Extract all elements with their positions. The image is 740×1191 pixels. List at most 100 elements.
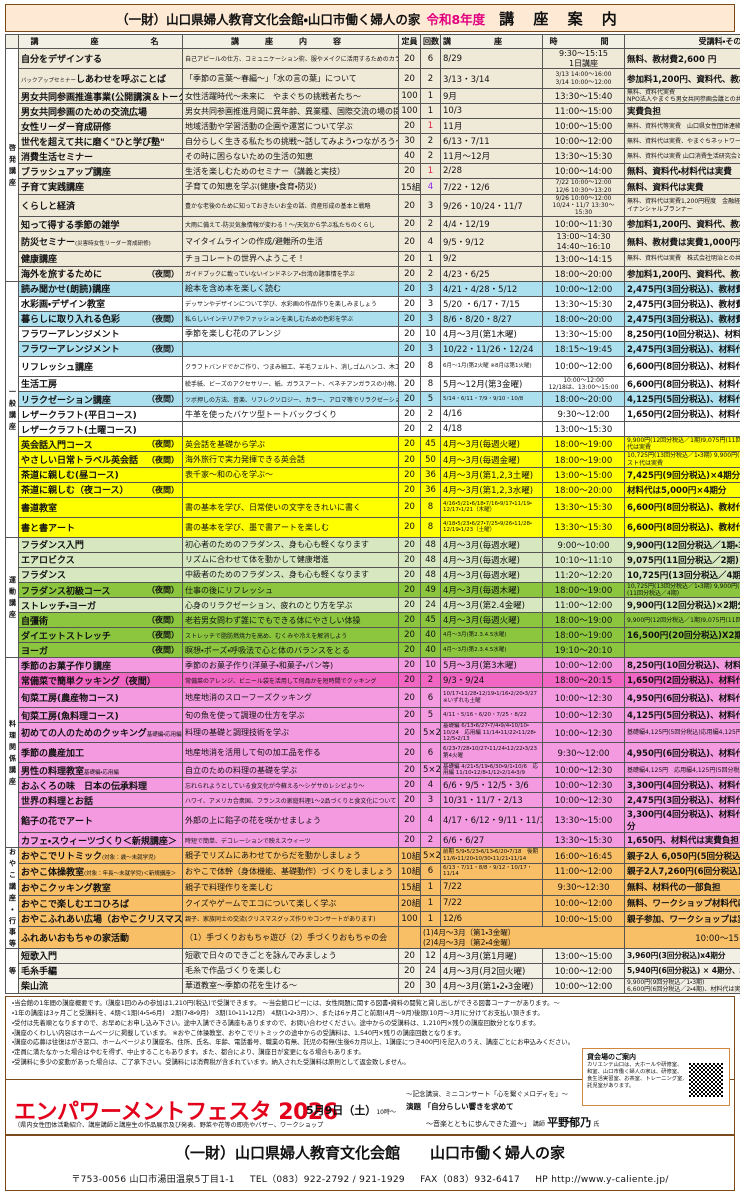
course-time-cell: 10:00～15:00 <box>543 119 625 134</box>
table-row: 世代を超えて共に磨く"ひと学び塾"自分らしく生きる私たちの挑戦～話してみよう・つ… <box>6 134 740 149</box>
course-desc-cell: ハワイ、アメリカ合衆国、フランスの家庭料理1～2品づくりと食文化について <box>183 793 399 808</box>
course-date-cell: 10/17・11/28・12/19・1/16・2/20・3/27 ※いずれも土曜 <box>441 688 543 708</box>
speaker-suffix: 氏 <box>593 1121 599 1128</box>
capacity-cell: 20 <box>399 422 421 437</box>
count-cell: 1 <box>421 104 441 119</box>
course-desc-cell: 子育ての知恵を学ぶ(健康・食育・防災) <box>183 179 399 194</box>
course-fee-cell: 基礎編4,125円(5回分税込)応用編4,125円(5回分税込)材料代は実費 <box>625 723 740 743</box>
course-fee-cell: 6,600円(8回分税込)、教材代は4,000円 <box>625 497 740 517</box>
course-fee-cell: 無料、資料代は実費 山口消費生活研究会との共催 <box>625 149 740 164</box>
course-name-cell: フラダンス <box>19 567 183 582</box>
course-date-cell: (1)4月～3月（第1・3金曜） (2)4月～3月（第2・4金曜） <box>421 927 625 948</box>
capacity-cell: 15組 <box>399 179 421 194</box>
course-date-cell: 2/28 <box>441 164 543 179</box>
course-desc-cell: 初心者のためのフラダンス、身も心も軽くなります <box>183 537 399 552</box>
course-date-cell: 4月～3月(第1・2・3金曜) <box>441 978 543 993</box>
course-date-cell: 9/3・9/24 <box>441 673 543 688</box>
course-desc-cell: 自分らしく生きる私たちの挑戦～話してみよう・つながろう～ <box>183 134 399 149</box>
count-cell: 3 <box>421 194 441 217</box>
capacity-cell: 20 <box>399 341 421 356</box>
course-time-cell: 9:30～15:15 1日講座 <box>543 49 625 69</box>
course-name-cell: 健康講座 <box>19 251 183 266</box>
capacity-cell: 20 <box>399 688 421 708</box>
course-fee-cell: 無料、教材費2,600 円 <box>625 49 740 69</box>
course-fee-cell: 4,125円(5回分税込)、材料代は2,500円 <box>625 392 740 407</box>
page-title: 講 座 案 内 <box>491 8 624 29</box>
count-cell: 1 <box>421 119 441 134</box>
capacity-cell: 30 <box>399 134 421 149</box>
course-fee-cell: 2,475円(3回分税込)、教材費は1,500円 <box>625 311 740 326</box>
course-desc-cell: 女性活躍時代～未来に やまぐちの挑戦者たち～ <box>183 89 399 104</box>
qr-code-icon <box>687 1061 725 1099</box>
course-fee-cell: 1,650円(2回分税込)、材料代は実費 <box>625 673 740 688</box>
course-time-cell: 10:00～12:30 <box>543 778 625 793</box>
course-name-cell: 茶道に親しむ（夜コース）（夜間） <box>19 482 183 497</box>
page-footer: （一財）山口県婦人教育文化会館 山口市働く婦人の家 〒753-0056 山口市湯… <box>5 1135 735 1191</box>
capacity-cell: 20 <box>399 833 421 848</box>
course-date-cell: 4/18 <box>441 422 543 437</box>
note-1: ～当会館ロビーには、女性問題に関する図書・資料の閲覧と貸し出しができる図書コーナ… <box>262 1000 559 1007</box>
count-cell: 8 <box>421 356 441 376</box>
capacity-cell: 20 <box>399 537 421 552</box>
course-date-cell: 6/13・7/11・8/8・9/12・10/17・11/14 <box>441 863 543 879</box>
course-desc-cell: マイタイムラインの作成/避難所の生活 <box>183 232 399 251</box>
count-cell: 1 <box>421 251 441 266</box>
note-4: ・講座のくわしい内容はホームページに掲載しています。 <box>12 1030 170 1037</box>
count-cell: 30 <box>421 978 441 993</box>
capacity-cell: 20 <box>399 326 421 341</box>
capacity-cell: 20 <box>399 217 421 232</box>
course-desc-cell: 海外旅行で実力発揮できる英会話 <box>183 452 399 467</box>
course-time-cell: 11:00～12:00 <box>543 863 625 879</box>
col-count: 回数 <box>421 35 441 49</box>
capacity-cell: 10組 <box>399 848 421 864</box>
course-name-cell: 男女共同参画推進事業(公開講演＆トーク) <box>19 89 183 104</box>
course-fee-cell: 9,900円(12回分税込／1期)9,075円(11回分税込／2・3・4期) <box>625 613 740 628</box>
festa-date-text: 5月9日（土） <box>306 1104 376 1117</box>
course-time-cell: 9:00～10:00 <box>543 537 625 552</box>
course-desc-cell: 常備菜のアレンジ、ビニール袋を活用して何品かを短時間でクッキング <box>183 673 399 688</box>
capacity-cell: 20 <box>399 69 421 89</box>
course-name-cell: おやこクッキング教室 <box>19 879 183 895</box>
course-fee-cell: 親子2人7,260円(6回分税込) <box>625 863 740 879</box>
course-date-cell: 11月 <box>441 119 543 134</box>
course-desc-cell: 「季節の言葉～春編～」「水の言の葉」について <box>183 69 399 89</box>
table-row: 男女共同参画推進事業(公開講演＆トーク)女性活躍時代～未来に やまぐちの挑戦者た… <box>6 89 740 104</box>
course-date-cell: 10/22・11/26・12/24 <box>441 341 543 356</box>
count-cell: 2 <box>421 134 441 149</box>
course-fee-cell: 無料、資料代実費 NPO法人やまぐち男女共同参画会議との共催 <box>625 89 740 104</box>
course-name-cell: おやこで楽しむエコひろば <box>19 895 183 911</box>
course-name-cell: 毛糸手編 <box>19 963 183 978</box>
course-name-cell: 生活工房 <box>19 376 183 391</box>
course-name-cell: 季節のお菓子作り講座 <box>19 658 183 673</box>
course-name-cell: 柴山流 <box>19 978 183 993</box>
capacity-cell: 20 <box>399 613 421 628</box>
course-desc-cell: 忘れられようとしている食文化が今蘇える～シゲサのレシピより～ <box>183 778 399 793</box>
capacity-cell: 20 <box>399 763 421 778</box>
course-date-cell: 4月～3月(毎週金曜) <box>441 452 543 467</box>
course-name-cell: 男女共同参画のための交流広場 <box>19 104 183 119</box>
course-fee-cell: 6,600円(8回分税込)、教材代は4,000円 <box>625 517 740 537</box>
category-cell: お や こ 講 座 ・ 行 事 等 <box>6 848 19 949</box>
course-time-cell: 18:00～19:00 <box>543 452 625 467</box>
course-date-cell: 5月～3月(第3木曜) <box>441 658 543 673</box>
capacity-cell: 20 <box>399 376 421 391</box>
course-date-cell: 4月～3月(月2回火曜) <box>441 963 543 978</box>
capacity-cell: 20 <box>399 708 421 723</box>
course-name-cell: やさしい日常トラベル英会話（夜間） <box>19 452 183 467</box>
course-date-cell: 4月～3月(第1,2,3土曜) <box>441 467 543 482</box>
note-6: ・講座の応募は往復はがき窓口、ホームページより講座名、住所、氏名、年齢、電話番号… <box>12 1039 728 1047</box>
course-fee-cell: 9,900円(9回分税込／1・3期) 6,600円(6回分税込／2・4期)、材料… <box>625 978 740 993</box>
course-name-cell: 水彩画・デザイン教室 <box>19 296 183 311</box>
capacity-cell: 40 <box>399 149 421 164</box>
course-time-cell: 10:00～15:00 <box>625 927 740 948</box>
capacity-cell: 20 <box>399 119 421 134</box>
count-cell: 3 <box>421 311 441 326</box>
count-cell: 4 <box>421 808 441 833</box>
count-cell: 6 <box>421 688 441 708</box>
